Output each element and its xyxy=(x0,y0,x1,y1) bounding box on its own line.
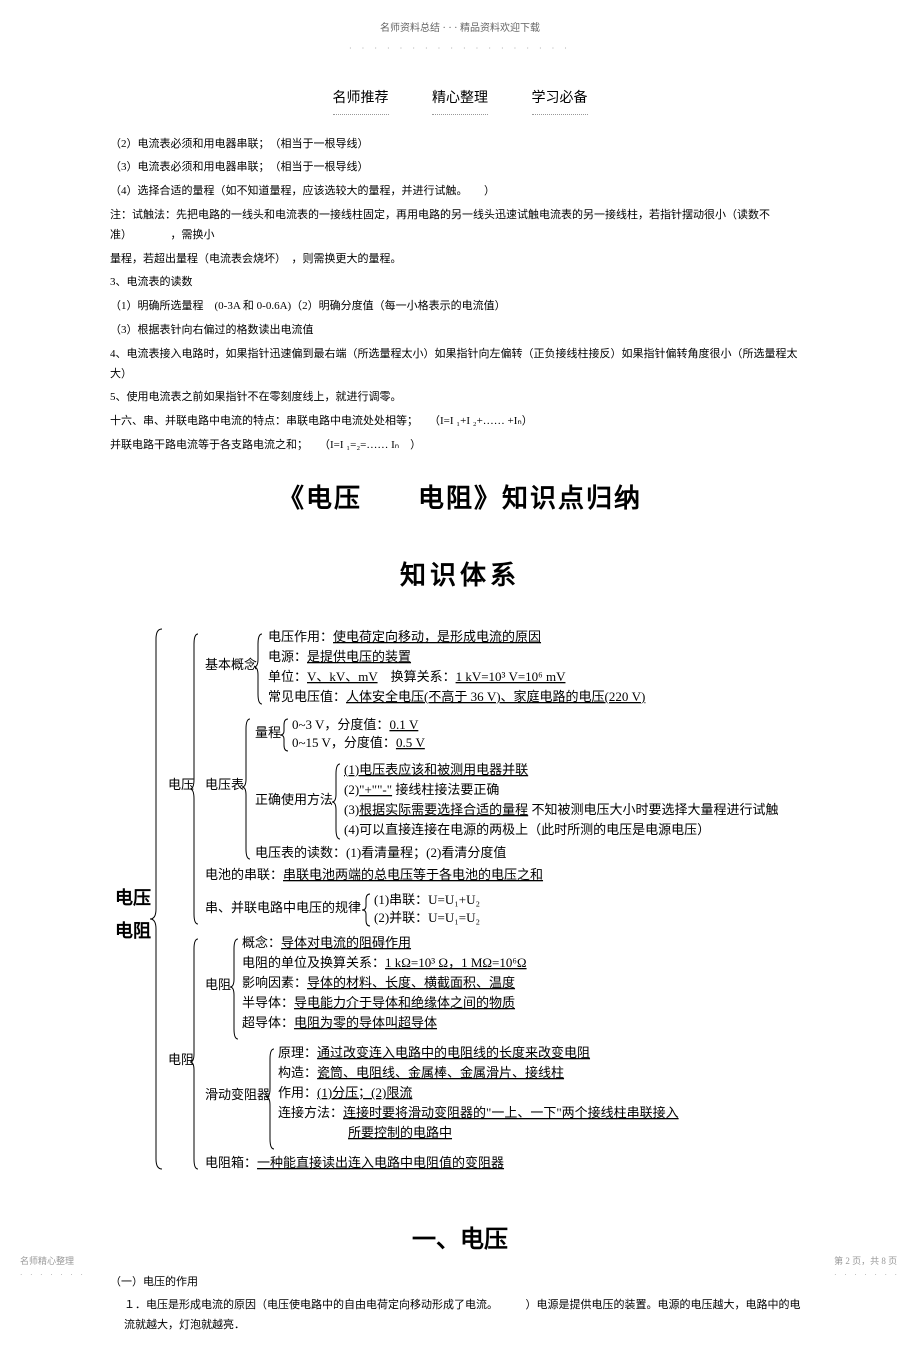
svg-text:电压作用：使电荷定向移动，是形成电流的原因: 电压作用：使电荷定向移动，是形成电流的原因 xyxy=(268,629,541,644)
svg-text:连接方法：连接时要将滑动变阻器的"一上、一下"两个接线柱串联: 连接方法：连接时要将滑动变阻器的"一上、一下"两个接线柱串联接入 xyxy=(278,1105,679,1120)
text-line: 注：试触法：先把电路的一线头和电流表的一接线柱固定，再用电路的另一线头迅速试触电… xyxy=(110,206,810,246)
knowledge-tree-diagram: .t { font-family: "SimSun", serif; font-… xyxy=(110,619,810,1179)
banner-item: 精心整理 xyxy=(432,86,488,114)
svg-text:单位：V、kV、mV 换算关系：1 kV=10³ V=10⁶: 单位：V、kV、mV 换算关系：1 kV=10³ V=10⁶ mV xyxy=(268,669,566,684)
svg-text:0~15 V，分度值：0.5 V: 0~15 V，分度值：0.5 V xyxy=(292,735,425,750)
svg-text:(3)根据实际需要选择合适的量程 不知被测电压大小时要选择: (3)根据实际需要选择合适的量程 不知被测电压大小时要选择大量程进行试触 xyxy=(344,802,778,817)
svg-text:串、并联电路中电压的规律: 串、并联电路中电压的规律 xyxy=(205,900,361,915)
svg-text:(1)电压表应该和被测用电器并联: (1)电压表应该和被测用电器并联 xyxy=(344,762,528,777)
svg-text:(2)并联：U=U₁=U₂: (2)并联：U=U₁=U₂ xyxy=(374,910,480,925)
svg-text:电阻: 电阻 xyxy=(168,1052,194,1067)
svg-text:(1)串联：U=U₁+U₂: (1)串联：U=U₁+U₂ xyxy=(374,892,480,907)
svg-text:滑动变阻器: 滑动变阻器 xyxy=(205,1087,270,1102)
content-body: （2）电流表必须和用电器串联； （相当于一根导线） （3）电流表必须和用电器串联… xyxy=(0,135,920,1336)
footer-left: 名师精心整理 · · · · · · · xyxy=(20,1253,86,1282)
svg-text:作用：(1)分压；(2)限流: 作用：(1)分压；(2)限流 xyxy=(278,1085,412,1101)
svg-text:电阻的单位及换算关系：1 kΩ=10³ Ω，1 MΩ=10⁶: 电阻的单位及换算关系：1 kΩ=10³ Ω，1 MΩ=10⁶Ω xyxy=(242,955,527,970)
svg-text:影响因素：导体的材料、长度、横截面积、温度: 影响因素：导体的材料、长度、横截面积、温度 xyxy=(242,975,515,990)
svg-text:半导体：导电能力介于导体和绝缘体之间的物质: 半导体：导电能力介于导体和绝缘体之间的物质 xyxy=(242,995,515,1010)
root-voltage: 电压 xyxy=(115,887,151,908)
section-1-paragraph: １．电压是形成电流的原因（电压使电路中的自由电荷定向移动形成了电流。 ）电源是提… xyxy=(110,1296,810,1336)
svg-text:超导体：电阻为零的导体叫超导体: 超导体：电阻为零的导体叫超导体 xyxy=(242,1015,437,1030)
banner-item: 学习必备 xyxy=(532,86,588,114)
svg-text:所要控制的电路中: 所要控制的电路中 xyxy=(348,1125,452,1140)
svg-text:常见电压值：人体安全电压(不高于 36 V)、家庭电路的电压: 常见电压值：人体安全电压(不高于 36 V)、家庭电路的电压(220 V) xyxy=(268,689,645,704)
svg-text:基本概念: 基本概念 xyxy=(205,657,257,672)
svg-text:电源：是提供电压的装置: 电源：是提供电压的装置 xyxy=(268,649,411,664)
footer-right: 第 2 页，共 8 页 · · · · · · · xyxy=(834,1253,900,1282)
text-line: （2）电流表必须和用电器串联； （相当于一根导线） xyxy=(110,135,810,155)
svg-text:正确使用方法: 正确使用方法 xyxy=(255,792,333,807)
svg-text:(4)可以直接连接在电源的两极上（此时所测的电压是电源电压）: (4)可以直接连接在电源的两极上（此时所测的电压是电源电压） xyxy=(344,822,710,837)
text-line: （1）明确所选量程 (0-3A 和 0-0.6A)（2）明确分度值（每一小格表示… xyxy=(110,297,810,317)
text-line: 并联电路干路电流等于各支路电流之和； （I=I ₁=₂=…… Iₙ ） xyxy=(110,436,810,456)
top-dots: · · · · · · · · · · · · · · · · · · xyxy=(0,42,920,56)
svg-text:电压表的读数：(1)看清量程；(2)看清分度值: 电压表的读数：(1)看清量程；(2)看清分度值 xyxy=(255,845,506,861)
top-header: 名师资料总结 · · · 精品资料欢迎下载 xyxy=(0,20,920,38)
section-1-heading: （一）电压的作用 xyxy=(110,1273,810,1293)
svg-text:量程: 量程 xyxy=(255,725,281,740)
svg-text:电压: 电压 xyxy=(168,777,194,792)
text-line: 量程，若超出量程（电流表会烧坏） ，则需换更大的量程。 xyxy=(110,250,810,270)
svg-text:电阻: 电阻 xyxy=(205,977,231,992)
text-line: 5、使用电流表之前如果指针不在零刻度线上，就进行调零。 xyxy=(110,388,810,408)
svg-text:电阻箱：一种能直接读出连入电路中电阻值的变阻器: 电阻箱：一种能直接读出连入电路中电阻值的变阻器 xyxy=(205,1155,504,1170)
svg-text:(2)"+""-" 接线柱接法要正确: (2)"+""-" 接线柱接法要正确 xyxy=(344,782,499,797)
svg-text:原理：通过改变连入电路中的电阻线的长度来改变电阻: 原理：通过改变连入电路中的电阻线的长度来改变电阻 xyxy=(278,1045,590,1060)
sub-title: 知识体系 xyxy=(110,553,810,600)
section-1-title: 一、电压 xyxy=(110,1219,810,1262)
banner-item: 名师推荐 xyxy=(333,86,389,114)
text-line: 4、电流表接入电路时，如果指针迅速偏到最右端（所选量程太小）如果指针向左偏转（正… xyxy=(110,345,810,385)
text-line: （3）根据表针向右偏过的格数读出电流值 xyxy=(110,321,810,341)
banner: 名师推荐 精心整理 学习必备 xyxy=(0,86,920,114)
svg-text:构造：瓷筒、电阻线、金属棒、金属滑片、接线柱: 构造：瓷筒、电阻线、金属棒、金属滑片、接线柱 xyxy=(278,1065,564,1080)
svg-text:概念：导体对电流的阻碍作用: 概念：导体对电流的阻碍作用 xyxy=(242,935,411,950)
text-line: （3）电流表必须和用电器串联； （相当于一根导线） xyxy=(110,158,810,178)
svg-text:0~3 V，分度值：0.1 V: 0~3 V，分度值：0.1 V xyxy=(292,717,419,732)
text-line: 3、电流表的读数 xyxy=(110,273,810,293)
svg-text:电压表: 电压表 xyxy=(205,777,244,792)
main-title: 《电压 电阻》知识点归纳 xyxy=(110,476,810,523)
svg-text:电池的串联：串联电池两端的总电压等于各电池的电压之和: 电池的串联：串联电池两端的总电压等于各电池的电压之和 xyxy=(205,867,543,882)
text-line: 十六、串、并联电路中电流的特点：串联电路中电流处处相等； （I=I ₁+I ₂+… xyxy=(110,412,810,432)
root-resistance: 电阻 xyxy=(115,920,151,941)
text-line: （4）选择合适的量程（如不知道量程，应该选较大的量程，并进行试触。 ） xyxy=(110,182,810,202)
